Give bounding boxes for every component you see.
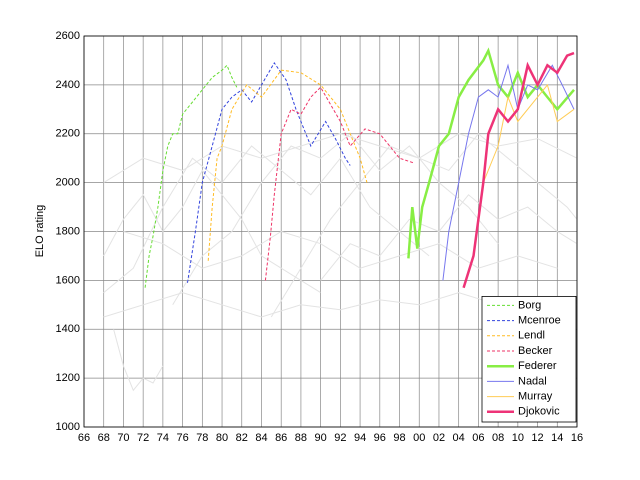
legend-label: Federer [518, 360, 557, 372]
x-tick-label: 10 [512, 432, 524, 444]
x-tick-label: 68 [98, 432, 110, 444]
x-tick-label: 78 [196, 432, 208, 444]
x-tick-label: 00 [413, 432, 425, 444]
x-tick-label: 76 [176, 432, 188, 444]
y-tick-label: 2600 [56, 30, 80, 42]
y-axis-label: ELO rating [34, 205, 46, 258]
x-tick-label: 72 [137, 432, 149, 444]
x-tick-label: 90 [315, 432, 327, 444]
x-tick-label: 06 [472, 432, 484, 444]
x-tick-label: 84 [255, 432, 267, 444]
x-tick-label: 82 [236, 432, 248, 444]
x-tick-label: 74 [157, 432, 169, 444]
background-line [320, 194, 578, 281]
legend-label: Murray [518, 391, 553, 403]
x-tick-label: 96 [374, 432, 386, 444]
player-line [207, 69, 368, 261]
player-line [264, 86, 415, 281]
x-tick-label: 12 [531, 432, 543, 444]
x-tick-label: 02 [433, 432, 445, 444]
background-line [172, 133, 499, 306]
legend-label: Lendl [518, 330, 545, 342]
background-line [103, 169, 321, 294]
x-tick-label: 92 [334, 432, 346, 444]
plot-frame [83, 35, 578, 428]
background-line [123, 230, 558, 269]
y-tick-label: 2200 [56, 128, 80, 140]
x-tick-label: 16 [571, 432, 583, 444]
legend-label: Nadal [518, 375, 547, 387]
x-tick-label: 86 [275, 432, 287, 444]
player-line [144, 64, 238, 288]
legend-box [481, 295, 577, 423]
background-line [103, 145, 430, 293]
x-tick-label: 66 [78, 432, 90, 444]
y-tick-label: 2400 [56, 79, 80, 91]
legend-label: Mcenroe [518, 315, 561, 327]
x-tick-label: 14 [551, 432, 563, 444]
x-tick-label: 08 [492, 432, 504, 444]
y-tick-label: 1000 [56, 421, 80, 433]
background-line [113, 329, 164, 392]
player-line [407, 47, 575, 259]
y-tick-label: 1200 [56, 372, 80, 384]
y-tick-label: 2000 [56, 177, 80, 189]
x-tick-label: 04 [453, 432, 465, 444]
y-tick-label: 1600 [56, 274, 80, 286]
y-tick-label: 1400 [56, 323, 80, 335]
x-tick-label: 98 [393, 432, 405, 444]
legend-label: Borg [518, 299, 541, 311]
legend-label: Becker [518, 345, 553, 357]
legend: Borg Mcenroe Lendl Becker Federer Nadal Murray… [481, 295, 577, 423]
x-tick-label: 94 [354, 432, 366, 444]
legend-label: Djokovic [518, 406, 560, 418]
x-tick-label: 80 [216, 432, 228, 444]
player-line [442, 63, 575, 281]
player-line [187, 61, 351, 283]
player-line [462, 51, 575, 289]
y-tick-label: 1800 [56, 225, 80, 237]
x-tick-label: 70 [117, 432, 129, 444]
x-tick-label: 88 [295, 432, 307, 444]
player-line [473, 83, 575, 256]
